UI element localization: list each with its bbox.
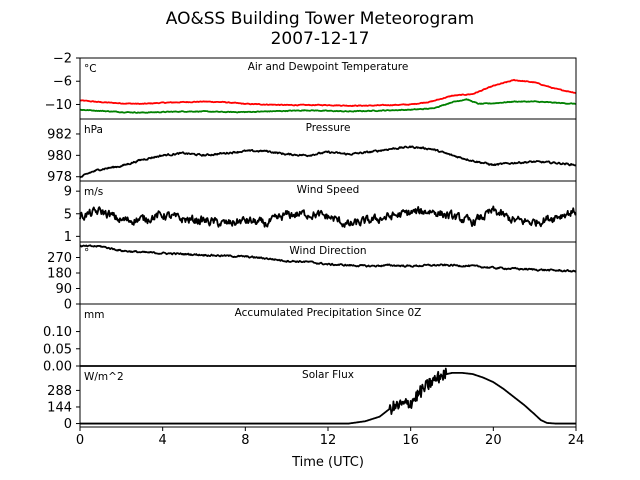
x-axis-label: Time (UTC)	[291, 455, 364, 470]
x-tick-label-3: 12	[320, 433, 337, 448]
panel-1: 982 980 978 hPa Pressure	[47, 118, 577, 185]
panel-unit-0: °C	[84, 63, 97, 75]
y-tick-label-0-1: −6	[53, 75, 72, 90]
y-tick-label-3-1: 180	[47, 267, 72, 282]
panel-0: −2 −6 −10 °C Air and Dewpoint Temperature	[45, 52, 577, 120]
panel-unit-5: W/m^2	[84, 371, 124, 383]
panel-unit-4: mm	[84, 309, 104, 321]
y-tick-label-1-2: 978	[47, 170, 72, 185]
x-tick-label-1: 4	[159, 433, 167, 448]
y-tick-label-4-1: 0.05	[43, 342, 72, 357]
y-tick-label-2-1: 5	[64, 207, 72, 222]
series-line-1-0	[79, 145, 577, 179]
panel-title-3: Wind Direction	[289, 245, 366, 257]
y-tick-label-1-1: 980	[47, 149, 72, 164]
figure-date: 2007-12-17	[271, 29, 370, 49]
panel-title-1: Pressure	[306, 122, 351, 134]
panels-group: −2 −6 −10 °C Air and Dewpoint Temperature 982…	[43, 52, 577, 432]
panel-unit-1: hPa	[84, 124, 103, 136]
y-tick-label-0-0: −2	[53, 52, 72, 67]
y-tick-label-3-2: 90	[55, 282, 72, 297]
x-tick-label-4: 16	[402, 433, 419, 448]
figure-title: AO&SS Building Tower Meteorogram	[166, 9, 474, 29]
series-line-0-0	[79, 78, 577, 108]
panel-unit-3: °	[84, 247, 89, 259]
x-tick-label-2: 8	[241, 433, 249, 448]
y-tick-label-3-0: 270	[47, 251, 72, 266]
x-tick-label-6: 24	[568, 433, 585, 448]
y-tick-label-5-1: 144	[47, 400, 72, 415]
y-tick-label-2-2: 1	[64, 230, 72, 245]
y-tick-label-3-3: 0	[64, 298, 72, 313]
panel-4: 0.10 0.05 0.00 mm Accumulated Precipitation …	[43, 303, 577, 375]
y-tick-label-4-2: 0.00	[43, 360, 72, 375]
x-tick-label-5: 20	[485, 433, 502, 448]
panel-unit-2: m/s	[84, 186, 103, 198]
panel-title-2: Wind Speed	[297, 184, 360, 196]
panel-title-0: Air and Dewpoint Temperature	[248, 61, 409, 73]
series-line-2-0	[79, 205, 577, 228]
y-tick-label-4-0: 0.10	[43, 325, 72, 340]
x-tick-label-0: 0	[76, 433, 84, 448]
series-line-5-0	[79, 367, 577, 425]
panel-title-4: Accumulated Precipitation Since 0Z	[235, 307, 422, 319]
panel-2: 9 5 1 m/s Wind Speed	[64, 180, 577, 245]
panel-title-5: Solar Flux	[302, 369, 354, 381]
x-axis: 0 4 8 12 16 20 24	[76, 427, 584, 448]
series-line-3-0	[79, 244, 577, 273]
y-tick-label-0-2: −10	[45, 98, 72, 113]
y-tick-label-5-0: 288	[47, 384, 72, 399]
series-line-0-1	[79, 98, 577, 114]
y-tick-label-1-0: 982	[47, 127, 72, 142]
y-tick-label-2-0: 9	[64, 185, 72, 200]
y-tick-label-5-2: 0	[64, 417, 72, 432]
